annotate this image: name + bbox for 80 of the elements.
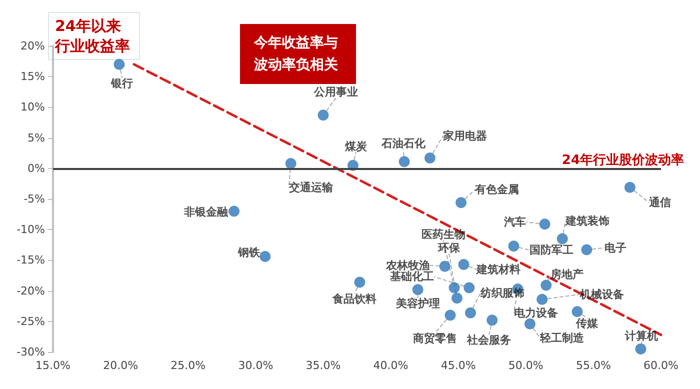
y-tick-label: -15% xyxy=(16,254,45,267)
point xyxy=(354,276,366,288)
point xyxy=(524,318,536,330)
x-tick-label: 55.0% xyxy=(576,359,611,372)
x-tick-label: 45.0% xyxy=(440,359,476,372)
data-label: 钢铁 xyxy=(237,246,262,260)
point xyxy=(572,306,583,318)
x-tick-label: 50.0% xyxy=(508,359,544,372)
data-label: 煤炭 xyxy=(344,140,368,153)
data-label: 电子 xyxy=(604,241,627,254)
point xyxy=(556,233,568,244)
point xyxy=(635,343,646,354)
point xyxy=(114,58,125,70)
data-label: 食品饮料 xyxy=(332,292,377,306)
x-tick-label: 40.0% xyxy=(373,359,408,372)
data-label: 农林牧渔 xyxy=(384,258,430,272)
point xyxy=(424,152,436,164)
data-label: 基础化工 xyxy=(389,270,434,284)
y-tick-label: -20% xyxy=(16,284,45,298)
y-tick-label: -10% xyxy=(16,223,45,236)
x-tick-label: 60.0% xyxy=(644,359,678,372)
data-label: 社会服务 xyxy=(466,334,512,347)
data-label: 商贸零售 xyxy=(412,332,458,345)
data-label: 公用事业 xyxy=(313,86,358,99)
data-label: 汽车 xyxy=(502,216,526,229)
y-tick-label: 20% xyxy=(20,40,45,52)
y-tick-label: 5% xyxy=(28,131,45,144)
data-label: 计算机 xyxy=(624,329,658,342)
y-tick-label: -30% xyxy=(16,346,45,358)
point xyxy=(318,110,329,121)
x-tick-label: 25.0% xyxy=(170,359,206,372)
point xyxy=(508,240,520,252)
x-tick-label: 35.0% xyxy=(306,359,341,372)
point xyxy=(540,280,552,291)
y-axis-title: 24年以来行业收益率 xyxy=(54,17,130,55)
data-label: 电力设备 xyxy=(514,306,558,320)
point xyxy=(536,294,548,305)
data-label: 银行 xyxy=(110,76,134,90)
data-label: 通信 xyxy=(648,196,671,209)
point xyxy=(465,307,476,318)
point xyxy=(285,158,296,169)
point xyxy=(486,314,498,326)
y-tick-label: 0% xyxy=(28,162,45,175)
point xyxy=(458,258,470,270)
point xyxy=(464,282,475,294)
point xyxy=(539,218,550,230)
point xyxy=(412,284,424,296)
annotation: 今年收益率与波动率负相关 xyxy=(253,34,338,73)
point xyxy=(456,197,467,208)
point xyxy=(398,156,410,168)
x-tick-label: 20.0% xyxy=(103,359,138,372)
x-axis-title: 24年行业股价波动率 xyxy=(562,152,684,168)
data-label: 建筑材料 xyxy=(476,262,521,276)
data-label: 交通运输 xyxy=(288,181,334,194)
point xyxy=(444,310,456,321)
point xyxy=(439,260,450,272)
data-label: 国防军工 xyxy=(530,244,574,257)
point xyxy=(260,251,271,262)
y-tick-label: 10% xyxy=(20,100,45,114)
x-tick-label: 15.0% xyxy=(36,359,70,372)
data-label: 石油石化 xyxy=(380,137,426,150)
data-label: 非银金融 xyxy=(183,206,230,219)
x-tick-label: 30.0% xyxy=(238,359,274,372)
data-label: 建筑装饰 xyxy=(564,214,610,228)
y-tick-label: -25% xyxy=(16,314,45,328)
data-label: 传媒 xyxy=(575,317,600,330)
data-label: 有色金属 xyxy=(474,183,520,196)
point xyxy=(451,292,462,304)
data-label: 房地产 xyxy=(550,268,584,281)
data-label: 美容护理 xyxy=(394,297,440,310)
data-label: 环保 xyxy=(436,242,461,255)
y-tick-label: 15% xyxy=(20,70,45,84)
data-label: 医药生物 xyxy=(421,228,466,242)
point xyxy=(228,206,240,217)
point xyxy=(624,182,636,193)
point xyxy=(448,282,460,294)
data-label: 家用电器 xyxy=(442,129,487,142)
data-label: 轻工制造 xyxy=(538,331,585,344)
y-tick-label: -5% xyxy=(24,192,45,206)
point xyxy=(581,244,592,256)
